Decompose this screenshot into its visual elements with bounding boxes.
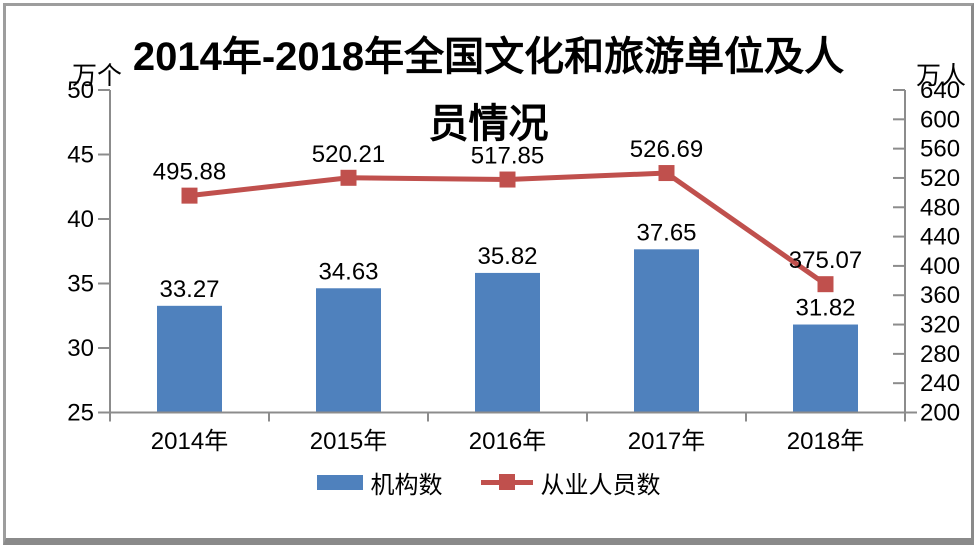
- right-axis-tick-label: 640: [920, 77, 960, 104]
- x-axis-category-label: 2015年: [310, 428, 387, 455]
- left-axis-tick-label: 50: [67, 77, 94, 104]
- line-data-label: 520.21: [312, 141, 385, 168]
- legend-line-swatch-icon: [480, 474, 533, 490]
- left-axis-tick-label: 40: [67, 206, 94, 233]
- left-axis-tick-label: 25: [67, 400, 94, 427]
- line-marker-2014年: [181, 187, 198, 204]
- left-axis-tick-label: 35: [67, 271, 94, 298]
- legend-item-line-series: 从业人员数: [480, 465, 661, 500]
- bar-data-label: 33.27: [159, 276, 219, 303]
- bar-data-label: 34.63: [318, 258, 378, 285]
- line-data-label: 517.85: [471, 143, 544, 170]
- right-axis-tick-label: 360: [920, 282, 960, 309]
- bar-2015年: [316, 288, 381, 413]
- left-axis-tick-label: 45: [67, 142, 94, 169]
- line-data-label: 526.69: [630, 136, 703, 163]
- right-axis-unit-label: 万人: [916, 62, 967, 90]
- right-axis-tick-label: 480: [920, 194, 960, 221]
- right-axis-tick-label: 600: [920, 106, 960, 133]
- legend-bar-swatch-icon: [316, 474, 363, 490]
- chart-title-line1: 2014年-2018年全国文化和旅游单位及人: [132, 35, 845, 79]
- bar-data-label: 35.82: [477, 243, 537, 270]
- line-data-label: 495.88: [153, 159, 226, 186]
- line-marker-2018年: [817, 276, 834, 293]
- x-axis-category-label: 2014年: [151, 428, 228, 455]
- legend-line-label: 从业人员数: [540, 471, 661, 499]
- bar-2018年: [793, 324, 858, 413]
- right-axis-tick-label: 520: [920, 165, 960, 192]
- bar-2014年: [157, 305, 222, 413]
- legend-item-bar-series: 机构数: [316, 465, 443, 500]
- bar-2017年: [634, 249, 699, 413]
- line-marker-2015年: [340, 169, 357, 186]
- x-axis-category-label: 2017年: [628, 428, 705, 455]
- bar-data-label: 31.82: [795, 295, 855, 322]
- right-axis-tick-label: 240: [920, 370, 960, 397]
- right-axis-tick-label: 400: [920, 253, 960, 280]
- left-axis-tick-label: 30: [67, 335, 94, 362]
- chart-title: 2014年-2018年全国文化和旅游单位及人 员情况: [60, 24, 917, 158]
- legend: 机构数 从业人员数: [0, 465, 977, 500]
- legend-bar-label: 机构数: [370, 471, 443, 499]
- right-axis-tick-label: 440: [920, 224, 960, 251]
- right-axis-tick-label: 280: [920, 341, 960, 368]
- line-marker-2017年: [658, 165, 675, 182]
- right-axis-tick-label: 320: [920, 312, 960, 339]
- right-axis-tick-label: 200: [920, 400, 960, 427]
- bar-data-label: 37.65: [636, 219, 696, 246]
- left-axis-unit-label: 万个: [72, 62, 123, 90]
- right-axis-tick-label: 560: [920, 136, 960, 163]
- bar-2016年: [475, 272, 540, 413]
- line-marker-2016年: [499, 171, 516, 188]
- x-axis-category-label: 2016年: [469, 428, 546, 455]
- chart-title-line2: 员情况: [428, 102, 549, 146]
- x-axis-category-label: 2018年: [787, 428, 864, 455]
- legend-line-marker: [498, 474, 515, 490]
- line-data-label: 375.07: [789, 247, 862, 274]
